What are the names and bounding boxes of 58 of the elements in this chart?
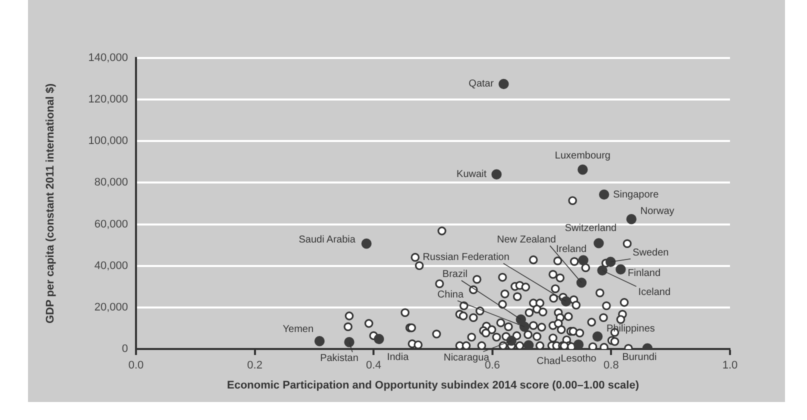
point xyxy=(594,238,604,248)
annotation: Pakistan xyxy=(320,352,358,364)
x-tick-label: 0.2 xyxy=(247,360,262,372)
annotation: Russian Federation xyxy=(422,252,510,264)
point xyxy=(576,278,587,288)
point xyxy=(560,296,572,306)
y-tick-label: 120,000 xyxy=(88,94,128,106)
point xyxy=(616,264,626,274)
y-axis-title: GDP per capita (constant 2011 international $) xyxy=(44,83,57,324)
annotation: Chad xyxy=(536,356,561,368)
y-tick-label: 80,000 xyxy=(94,176,128,189)
annotation: Qatar xyxy=(468,78,494,90)
point xyxy=(606,256,616,268)
annotation: Lesotho xyxy=(560,353,597,364)
annotation: Norway xyxy=(640,206,674,217)
point xyxy=(506,336,517,346)
point xyxy=(314,336,325,346)
y-tick-label: 60,000 xyxy=(94,218,128,230)
point xyxy=(361,238,372,249)
annotation: Burundi xyxy=(622,352,657,364)
annotation: Brazil xyxy=(442,269,468,280)
annotation: China xyxy=(437,290,464,301)
point xyxy=(498,78,509,90)
annotation: Finland xyxy=(628,268,661,280)
annotation: Ireland xyxy=(556,244,587,255)
annotation: Kuwait xyxy=(456,169,487,180)
annotation: Sweden xyxy=(632,248,669,259)
annotation: New Zealand xyxy=(497,234,556,246)
point xyxy=(626,214,636,224)
annotation: Saudi Arabia xyxy=(298,234,356,246)
y-tick-label: 40,000 xyxy=(94,260,128,272)
x-tick-label: 0.4 xyxy=(366,360,382,372)
point xyxy=(344,337,354,348)
annotation: Iceland xyxy=(638,287,671,298)
x-tick-label: 1.0 xyxy=(722,360,738,372)
point xyxy=(491,169,502,180)
point xyxy=(598,189,610,200)
y-tick-label: 100,000 xyxy=(88,135,128,148)
annotation: Singapore xyxy=(613,189,660,200)
annotation: Switzerland xyxy=(564,222,617,234)
point xyxy=(578,255,588,266)
point xyxy=(573,340,584,349)
y-tick-label: 20,000 xyxy=(94,301,128,314)
point xyxy=(519,322,530,332)
point xyxy=(578,164,588,175)
y-tick-label: 140,000 xyxy=(88,52,128,64)
x-tick-label: 0.8 xyxy=(604,360,619,372)
point xyxy=(592,331,603,342)
point xyxy=(374,334,384,344)
annotation: Luxembourg xyxy=(554,150,610,162)
annotation: India xyxy=(386,352,410,363)
point xyxy=(597,265,608,276)
x-tick-label: 0.0 xyxy=(128,360,144,372)
x-axis-title: Economic Participation and Opportunity subindex 2014 score (0.00–1.00 scale) xyxy=(226,379,640,392)
annotation: Yemen xyxy=(282,324,314,335)
annotation: Philippines xyxy=(606,323,655,334)
y-tick-label: 0 xyxy=(122,343,128,356)
point xyxy=(524,340,534,349)
